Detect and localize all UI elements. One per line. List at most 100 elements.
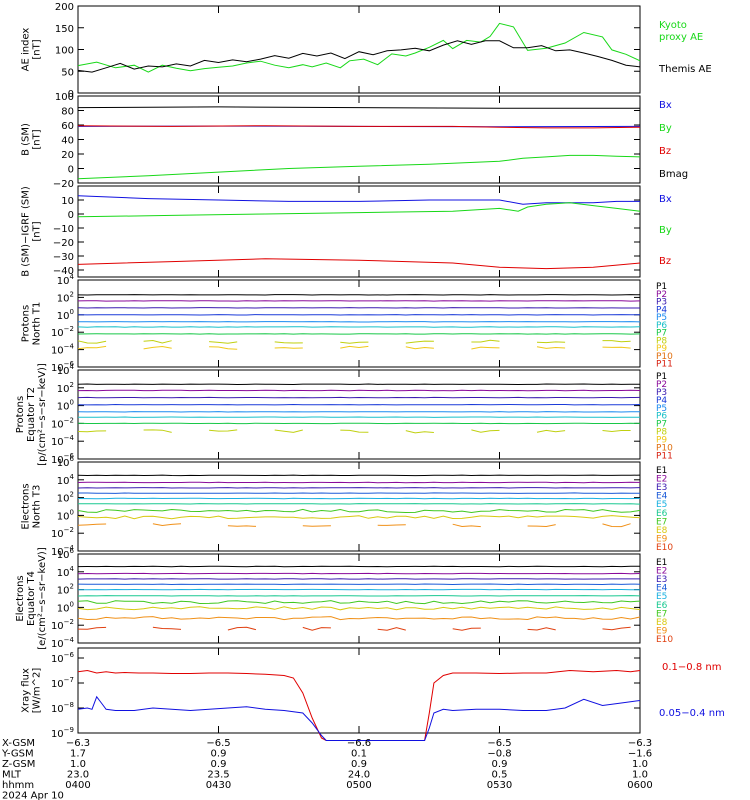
y-tick-label: 106	[57, 547, 75, 561]
row-label: hhmm	[2, 780, 34, 791]
y-tick-label: 102	[57, 491, 74, 505]
panel-frame	[77, 279, 641, 368]
legend-label: E6	[656, 601, 668, 611]
series-line	[602, 523, 631, 528]
legend-label: Kyoto	[659, 20, 687, 31]
legend-label: P11	[656, 360, 673, 370]
tick-exponent: −2	[64, 416, 74, 424]
y-axis-label: [W/m^2]	[32, 668, 43, 714]
series-line	[527, 627, 556, 631]
series-line	[527, 524, 556, 528]
row-value: 0.9	[492, 759, 508, 770]
y-axis-label: [p/(cm²−s−sr−keV)]	[37, 363, 48, 466]
series-line	[77, 523, 107, 526]
legend-label: Bmag	[659, 169, 688, 180]
legend-label: E5	[656, 592, 667, 602]
y-tick-label: 100	[57, 399, 74, 413]
tick-exponent: −6	[64, 651, 75, 659]
legend-label: proxy AE	[659, 32, 703, 43]
y-tick-label: 80	[61, 107, 74, 118]
date-label: 2024 Apr 10	[2, 791, 64, 800]
tick-exponent: 0	[70, 508, 74, 516]
y-axis-label: B (SM)	[21, 123, 32, 156]
tick-exponent: 0	[70, 399, 74, 407]
row-value: −6.5	[206, 738, 230, 749]
row-label: Y-GSM	[1, 749, 34, 760]
panel-frame	[77, 185, 641, 278]
series-line	[602, 340, 631, 343]
series-line	[77, 606, 641, 611]
y-axis-label: [nT]	[32, 221, 43, 241]
y-tick-label: 102	[57, 290, 74, 304]
tick-exponent: −4	[64, 434, 75, 442]
panel-frame	[77, 95, 641, 184]
y-tick-label: 104	[57, 273, 75, 287]
legend-label: E9	[656, 534, 668, 544]
legend-label: 0.1−0.8 nm	[662, 662, 721, 673]
legend-label: P6	[656, 412, 667, 422]
series-line	[77, 340, 107, 344]
legend-label: P1	[656, 282, 667, 292]
legend-label: E10	[656, 635, 673, 645]
panel-3: −40 −30 −20 −10 0 10 B (SM)−IGRF (SM) [nT] Bx By B…	[21, 185, 672, 278]
legend-label: E3	[656, 483, 667, 493]
y-tick-label: 10−2	[51, 618, 74, 632]
row-value: 0.9	[211, 749, 227, 760]
row-label: MLT	[2, 770, 22, 781]
panel-7: 10−4 10−2 100 102 104 106 Electrons Equator T4[…	[15, 547, 673, 650]
y-axis-label: North T1	[32, 302, 43, 346]
row-label: Z-GSM	[2, 759, 35, 770]
series-line	[78, 492, 640, 494]
legend-label: E2	[656, 475, 667, 485]
y-tick-label: 10	[61, 196, 74, 207]
legend-label: E8	[656, 618, 668, 628]
series-line	[209, 341, 238, 344]
panel-2: −20 0 20 40 60 80 100 B (SM) [nT] Bx By Bz Bmag	[21, 92, 689, 190]
y-tick-label: 106	[57, 455, 75, 469]
legend-label: P2	[656, 380, 667, 390]
series-line	[77, 383, 641, 386]
y-tick-label: 200	[55, 2, 74, 13]
series-line	[452, 627, 481, 631]
legend-label: Bz	[659, 256, 671, 267]
y-tick-label: 10−4	[51, 636, 75, 650]
row-value: 0600	[627, 780, 652, 791]
series-line	[77, 345, 107, 350]
row-value: 0430	[206, 780, 231, 791]
y-tick-label: 150	[55, 24, 74, 35]
y-tick-label: 40	[61, 136, 74, 147]
legend-label: P3	[656, 388, 667, 398]
series-line	[77, 600, 641, 605]
legend-label: P9	[656, 344, 667, 354]
tick-exponent: 4	[70, 565, 75, 573]
series-line	[602, 626, 631, 631]
y-tick-label: 20	[61, 150, 74, 161]
y-axis-label: Electrons	[21, 483, 32, 529]
series-line	[77, 430, 107, 433]
row-value: 1.7	[70, 749, 86, 760]
tick-exponent: −4	[64, 544, 75, 552]
y-tick-label: 100	[55, 46, 74, 57]
y-axis-label: North T3	[32, 485, 43, 529]
y-axis-label: Equator T2	[26, 387, 37, 442]
y-axis-label: Xray flux	[21, 668, 32, 713]
series-line	[452, 523, 481, 528]
tick-exponent: 4	[70, 473, 75, 481]
y-tick-label: 10−2	[51, 526, 74, 540]
legend-label: By	[659, 123, 672, 134]
time-axis-table: X-GSM −6.3 −6.5 −6.6 −6.5 −6.3Y-GSM 1.7 0.9 0.1−…	[1, 738, 653, 800]
legend-label: P9	[656, 436, 667, 446]
series-line	[152, 626, 182, 630]
series-line	[405, 346, 434, 350]
series-line	[227, 525, 257, 527]
y-axis-label: AE index	[21, 28, 32, 72]
y-tick-label: −40	[53, 266, 74, 277]
tick-exponent: −7	[64, 676, 74, 684]
panel-frame	[77, 5, 641, 94]
row-value: 24.0	[348, 770, 370, 781]
series-line	[77, 626, 107, 630]
legend-label: P5	[656, 404, 667, 414]
